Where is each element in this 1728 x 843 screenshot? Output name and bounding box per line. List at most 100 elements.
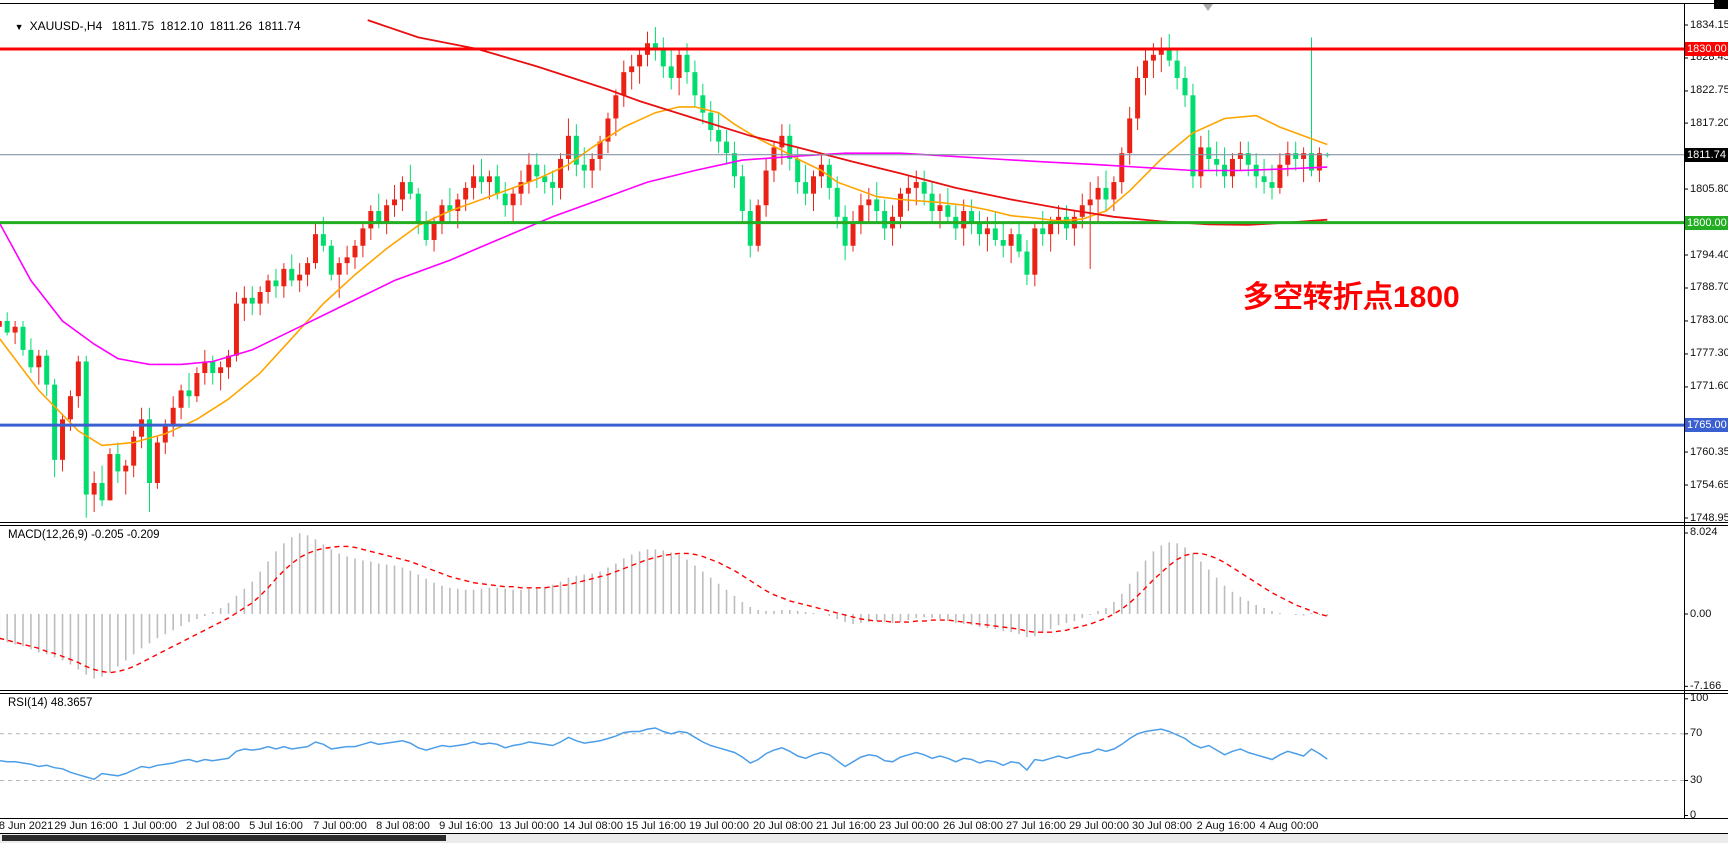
candle xyxy=(858,193,864,235)
horizontal-scrollbar-track[interactable] xyxy=(0,833,1728,843)
level-badge-1830.00: 1830.00 xyxy=(1685,42,1728,56)
candle xyxy=(921,170,927,206)
ma-fast-orange xyxy=(0,106,1328,447)
candle xyxy=(281,263,287,298)
candle xyxy=(328,239,334,281)
candle xyxy=(75,355,81,408)
candle xyxy=(178,384,184,420)
price-tick-label: 1783.00 xyxy=(1690,314,1728,326)
time-axis-label: 26 Jul 08:00 xyxy=(943,820,1003,832)
price-tick-label: 1788.70 xyxy=(1690,281,1728,293)
candle xyxy=(265,274,271,304)
candle xyxy=(0,320,2,327)
time-axis[interactable] xyxy=(0,818,1684,833)
candle xyxy=(202,349,208,385)
candle xyxy=(249,286,255,316)
rsi-tick-label: 70 xyxy=(1690,727,1703,739)
ma-mid-magenta xyxy=(0,152,1328,366)
candle xyxy=(550,170,556,206)
candle xyxy=(210,355,216,385)
candle xyxy=(731,141,737,188)
candle xyxy=(52,378,58,478)
candle xyxy=(905,176,911,212)
candle xyxy=(1182,66,1188,107)
rsi-indicator-label: RSI(14) 48.3657 xyxy=(8,697,93,709)
candle xyxy=(60,413,66,472)
time-axis-label: 19 Jul 00:00 xyxy=(689,820,749,832)
level-badge-1800.00: 1800.00 xyxy=(1685,216,1728,230)
candle xyxy=(565,118,571,171)
candle xyxy=(154,436,160,489)
candle xyxy=(945,187,951,223)
macd-graphics xyxy=(0,533,1329,679)
price-axis[interactable] xyxy=(1684,0,1728,818)
main-chart-pane[interactable] xyxy=(0,4,1684,522)
candle xyxy=(518,170,524,206)
candle xyxy=(486,170,492,200)
candle xyxy=(621,60,627,107)
candle xyxy=(447,187,453,223)
time-axis-label: 5 Jul 16:00 xyxy=(249,820,303,832)
candle xyxy=(273,268,279,298)
time-axis-label: 20 Jul 08:00 xyxy=(753,820,813,832)
candle xyxy=(1000,222,1006,258)
close-value: 1811.74 xyxy=(258,19,301,33)
candle xyxy=(423,211,429,246)
low-value: 1811.26 xyxy=(209,19,253,33)
candle xyxy=(305,257,311,287)
macd-tick-label: 8.024 xyxy=(1690,526,1718,538)
time-axis-label: 13 Jul 00:00 xyxy=(499,820,559,832)
price-tick-label: 1760.35 xyxy=(1690,446,1728,458)
candle xyxy=(36,349,42,385)
rsi-pane[interactable] xyxy=(0,694,1684,818)
candle xyxy=(637,49,643,84)
chinese-annotation-text[interactable]: 多空转折点1800 xyxy=(1243,281,1460,314)
chart-shift-marker-icon[interactable] xyxy=(1203,4,1213,11)
time-axis-label: 29 Jul 00:00 xyxy=(1069,820,1129,832)
candle xyxy=(226,349,232,379)
candle xyxy=(4,312,10,336)
candle xyxy=(1293,141,1299,171)
rsi-tick-label: 30 xyxy=(1690,774,1703,786)
candle xyxy=(724,130,730,165)
candle xyxy=(91,471,97,512)
macd-pane[interactable] xyxy=(0,526,1684,690)
candle xyxy=(708,101,714,142)
candle xyxy=(1158,37,1164,73)
candle xyxy=(344,245,350,275)
candle xyxy=(1206,130,1212,171)
candle xyxy=(1301,147,1307,183)
candle xyxy=(969,199,975,235)
high-value: 1812.10 xyxy=(160,19,204,33)
candle xyxy=(139,407,145,449)
candle xyxy=(668,49,674,90)
candle xyxy=(28,338,34,374)
candle xyxy=(384,199,390,235)
collapse-indicator-icon[interactable]: ▼ xyxy=(14,22,24,32)
candle xyxy=(44,349,50,397)
candle xyxy=(352,239,358,269)
candle xyxy=(131,430,137,478)
candle xyxy=(83,355,89,518)
horizontal-scrollbar-thumb[interactable] xyxy=(2,835,446,841)
candle xyxy=(558,153,564,200)
candle xyxy=(1285,141,1291,177)
candle xyxy=(336,257,342,298)
rsi-current-value: 48.3657 xyxy=(50,697,93,709)
time-axis-label: 2 Aug 16:00 xyxy=(1196,820,1256,832)
price-tick-label: 1777.30 xyxy=(1690,347,1728,359)
candle xyxy=(297,263,303,293)
candle xyxy=(360,222,366,258)
candle xyxy=(478,158,484,194)
candle xyxy=(463,182,469,212)
candle xyxy=(1277,153,1283,194)
candle xyxy=(842,205,848,261)
time-axis-label: 9 Jul 16:00 xyxy=(439,820,493,832)
candle xyxy=(1143,49,1149,96)
candle xyxy=(1008,228,1014,264)
candle xyxy=(12,320,18,345)
candle xyxy=(526,153,532,194)
candle xyxy=(471,164,477,200)
candle xyxy=(589,153,595,188)
